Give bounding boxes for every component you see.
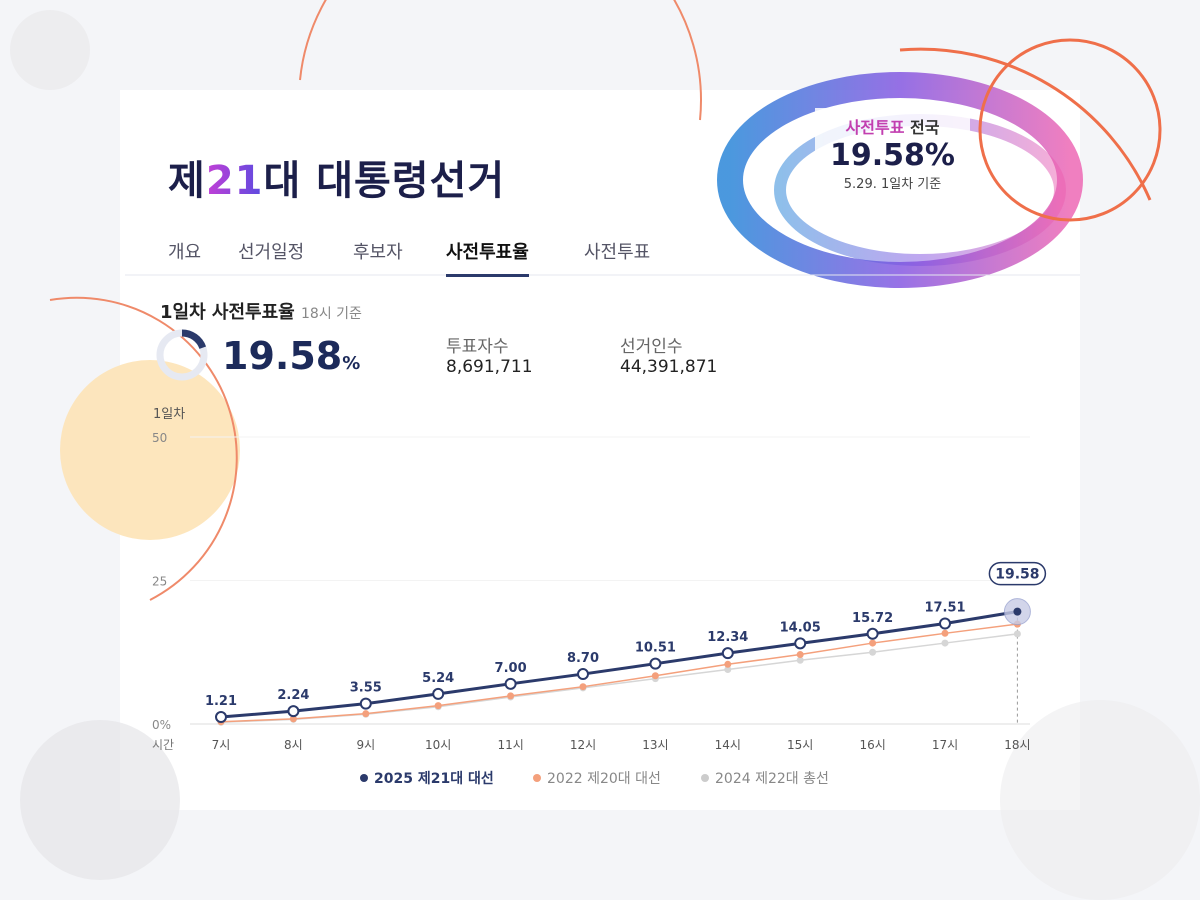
x-tick-label: 13시	[642, 738, 668, 752]
banner-label: 사전투표	[845, 118, 905, 137]
point	[796, 651, 804, 659]
x-tick-label: 12시	[570, 738, 596, 752]
point	[287, 705, 300, 718]
y-tick-label: 50	[152, 431, 167, 445]
electorate: 44,391,871	[620, 357, 718, 377]
data-label: 3.55	[350, 681, 382, 696]
y-tick-label: 0%	[152, 718, 171, 732]
point	[507, 692, 515, 700]
series-line	[220, 610, 1018, 719]
banner-rate: 19.58%	[830, 138, 955, 173]
point	[796, 656, 804, 664]
point	[504, 677, 517, 690]
point	[1013, 607, 1022, 616]
point	[721, 647, 734, 660]
point	[869, 639, 877, 647]
point	[649, 657, 662, 670]
x-tick-label: 7시	[212, 738, 231, 752]
point	[579, 683, 587, 691]
banner-note: 5.29. 1일차 기준	[843, 177, 942, 192]
data-label: 15.72	[852, 611, 893, 626]
x-tick-label: 11시	[497, 738, 523, 752]
x-tick-label: 9시	[356, 738, 375, 752]
tab[interactable]: 개요	[168, 242, 202, 263]
tab[interactable]: 후보자	[353, 242, 403, 263]
x-tick-label: 16시	[859, 738, 885, 752]
banner: 사전투표 전국 19.58% 5.29. 1일차 기준	[815, 114, 970, 192]
point	[359, 697, 372, 710]
legend-marker	[701, 774, 709, 782]
donut-arc	[181, 329, 207, 350]
data-label: 7.00	[495, 661, 527, 676]
data-label: 10.51	[635, 641, 676, 656]
data-label: 19.58	[995, 567, 1039, 583]
title: 제21대 대통령선거	[168, 158, 506, 204]
x-tick-label: 10시	[425, 738, 451, 752]
data-label: 1.21	[205, 694, 237, 709]
value-bubble	[988, 561, 1047, 586]
point	[434, 702, 442, 710]
data-label: 5.24	[422, 671, 454, 686]
point	[941, 639, 949, 647]
x-tick-label: 18시	[1004, 738, 1030, 752]
voters-label: 투표자수	[446, 337, 509, 357]
point	[215, 711, 227, 724]
x-tick-label: 14시	[715, 738, 741, 752]
tab[interactable]: 선거일정	[238, 242, 305, 263]
data-label: 17.51	[924, 600, 965, 615]
electorate-label: 선거인수	[620, 337, 683, 357]
point	[362, 710, 370, 718]
point	[794, 637, 807, 650]
point	[577, 668, 589, 681]
y-axis-label: 1일차	[153, 407, 185, 422]
x-tick-label: 15시	[787, 738, 813, 752]
x-axis-label: 시간	[152, 738, 174, 752]
legend-marker	[533, 774, 541, 782]
point	[939, 617, 951, 630]
data-label: 14.05	[780, 620, 821, 635]
x-tick-label: 17시	[932, 738, 958, 752]
point	[941, 629, 949, 637]
tab[interactable]: 사전투표	[584, 242, 651, 263]
series-line	[220, 623, 1018, 723]
data-label: 12.34	[707, 630, 748, 645]
legend-label: 2022 제20대 대선	[547, 771, 661, 787]
point	[289, 715, 297, 723]
point	[432, 687, 445, 700]
data-label: 8.70	[567, 651, 599, 666]
banner-region: 전국	[910, 118, 940, 137]
point	[866, 627, 879, 640]
point	[651, 672, 659, 680]
tab[interactable]: 사전투표율	[446, 238, 529, 277]
series-line	[220, 633, 1018, 724]
point	[869, 648, 877, 656]
y-tick-label: 25	[152, 575, 167, 589]
point	[1013, 630, 1021, 638]
point	[724, 660, 732, 668]
x-tick-label: 8시	[284, 738, 303, 752]
data-label: 2.24	[277, 688, 309, 703]
voters: 8,691,711	[446, 357, 533, 377]
point	[724, 665, 732, 673]
legend-label: 2024 제22대 총선	[715, 771, 829, 787]
section-title: 1일차 사전투표율 18시 기준	[160, 302, 362, 323]
rate: 19.58%	[222, 334, 361, 378]
legend-label: 2025 제21대 대선	[374, 771, 494, 787]
legend-marker	[360, 774, 368, 782]
